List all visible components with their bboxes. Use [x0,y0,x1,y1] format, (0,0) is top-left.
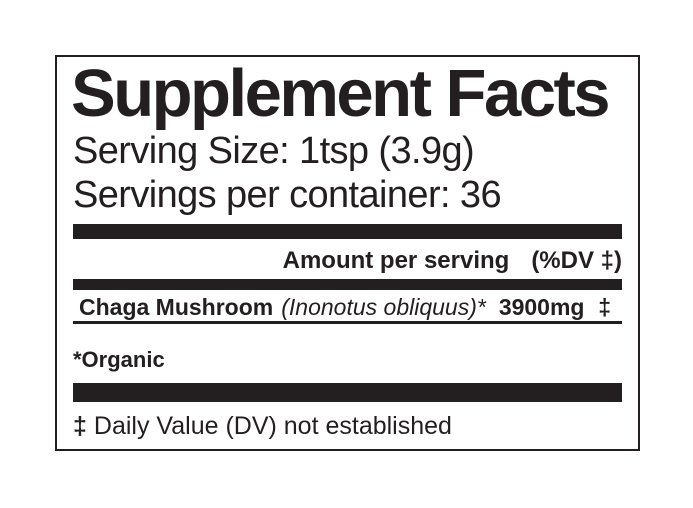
footnote-dagger-symbol: ‡ [73,412,87,440]
ingredient-row-chaga-mushroom: Chaga Mushroom (Inonotus obliquus)* 3900… [73,290,622,324]
amount-header-row: Amount per serving (%DV ‡) [73,239,622,279]
divider-bar-bottom [73,383,622,402]
ingredient-amount: 3900mg [498,294,585,320]
supplement-facts-panel: Supplement Facts Serving Size: 1tsp (3.9… [55,55,640,451]
servings-per-container-line: Servings per container: 36 [73,174,502,216]
ingredient-latin-name: (Inonotus obliquus)* [281,294,486,320]
ingredient-dv-symbol: ‡ [598,294,611,320]
divider-bar-top [73,224,622,239]
divider-bar-header [73,279,622,290]
percent-dv-header-label: (%DV ‡) [531,247,622,274]
organic-note: *Organic [73,347,165,372]
footnote-text: Daily Value (DV) not established [93,412,452,440]
amount-per-serving-label: Amount per serving [282,247,510,274]
serving-size-line: Serving Size: 1tsp (3.9g) [73,130,475,172]
ingredient-name: Chaga Mushroom [79,294,274,320]
panel-title: Supplement Facts [71,56,611,131]
daily-value-footnote: ‡ Daily Value (DV) not established [73,412,622,440]
